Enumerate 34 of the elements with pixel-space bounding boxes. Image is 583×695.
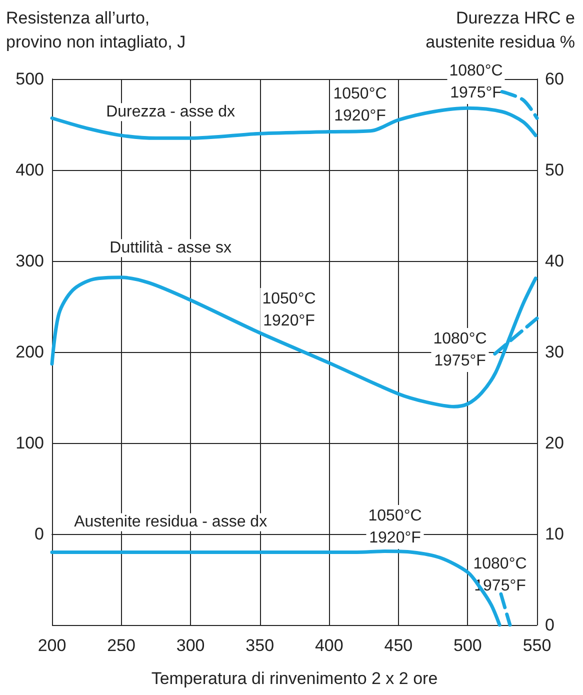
x-axis-title: Temperatura di rinvenimento 2 x 2 ore bbox=[151, 669, 438, 688]
y2-axis-title: Durezza HRC e austenite residua % bbox=[426, 8, 575, 52]
x-tick-label: 450 bbox=[384, 636, 413, 655]
x-tick-label: 200 bbox=[38, 636, 66, 655]
x-tick-label: 500 bbox=[454, 636, 482, 655]
series-label: Duttilità - asse sx bbox=[110, 240, 232, 257]
line-series bbox=[50, 276, 538, 408]
y2-tick-label: 50 bbox=[545, 160, 564, 180]
y-axis-title: Resistenza all’urto, provino non intagliato, J bbox=[6, 8, 186, 52]
annotation: 1050°C 1920°F bbox=[262, 290, 316, 330]
x-tick-label: 300 bbox=[176, 636, 205, 655]
y2-tick-label: 40 bbox=[545, 252, 564, 270]
y-tick-label: 200 bbox=[16, 342, 44, 362]
x-tick-label: 350 bbox=[246, 636, 274, 655]
annotation: 1050°C 1920°F bbox=[333, 86, 387, 124]
series-label: Durezza - asse dx bbox=[106, 104, 236, 121]
y-tick-label: 100 bbox=[16, 434, 44, 452]
annotation: 1080°C 1975°F bbox=[433, 330, 487, 370]
y2-tick-label: 20 bbox=[545, 434, 564, 452]
series-label: Austenite residua - asse dx bbox=[74, 514, 268, 531]
x-tick-label: 550 bbox=[522, 636, 552, 655]
y-tick-label: 0 bbox=[34, 524, 44, 544]
annotation: 1080°C 1975°F bbox=[449, 62, 503, 102]
y2-tick-label: 0 bbox=[545, 616, 554, 634]
y2-tick-label: 30 bbox=[545, 342, 564, 362]
y-tick-label: 500 bbox=[16, 70, 44, 88]
y2-tick-label: 60 bbox=[545, 70, 564, 88]
y-tick-label: 300 bbox=[16, 252, 44, 270]
x-tick-label: 250 bbox=[107, 636, 136, 655]
y2-tick-label: 10 bbox=[545, 524, 564, 544]
x-tick-label: 400 bbox=[314, 636, 344, 655]
line-series bbox=[50, 106, 538, 140]
annotation: 1050°C 1920°F bbox=[368, 508, 422, 546]
y-tick-label: 400 bbox=[16, 160, 44, 180]
